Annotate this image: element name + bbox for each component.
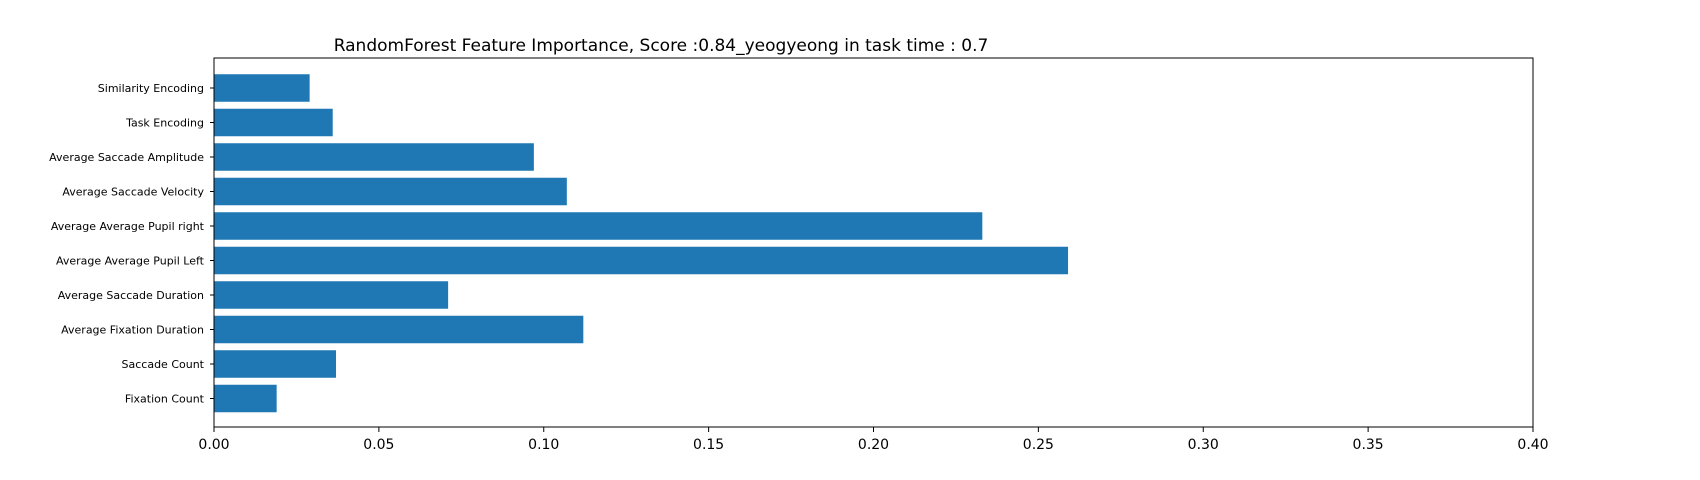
bar-average-saccade-amplitude	[214, 143, 534, 171]
bar-fixation-count	[214, 384, 277, 413]
y-tick-label: Average Saccade Velocity	[62, 186, 204, 199]
bar-task-encoding	[214, 108, 333, 137]
y-tick-label: Average Average Pupil Left	[56, 255, 205, 268]
bar-average-fixation-duration	[214, 315, 584, 344]
bar-average-average-pupil-right	[214, 212, 983, 240]
x-tick-label: 0.10	[528, 437, 559, 453]
plot-frame	[213, 57, 1534, 428]
bar-average-average-pupil-left	[214, 246, 1069, 275]
y-tick-label: Average Average Pupil right	[51, 220, 205, 233]
bar-saccade-count	[214, 350, 337, 378]
x-tick-label: 0.20	[858, 437, 889, 453]
x-tick-label: 0.40	[1517, 437, 1548, 453]
y-tick-label: Average Saccade Duration	[58, 289, 204, 302]
x-tick-label: 0.30	[1188, 437, 1219, 453]
x-tick-label: 0.35	[1353, 437, 1384, 453]
y-tick-label: Task Encoding	[125, 117, 204, 130]
bars-layer	[214, 74, 1069, 413]
y-tick-label: Saccade Count	[122, 358, 205, 371]
y-axis-ticks: Fixation Count Saccade Count Average Fixat…	[49, 82, 214, 406]
y-tick-label: Fixation Count	[125, 393, 205, 406]
chart-title: RandomForest Feature Importance, Score :…	[334, 36, 989, 56]
x-axis-ticks: 0.00 0.05 0.10 0.15 0.20 0.25 0.30 0.35 0.40	[198, 427, 1549, 453]
y-tick-label: Average Fixation Duration	[61, 324, 204, 337]
y-tick-label: Average Saccade Amplitude	[49, 151, 204, 164]
x-tick-label: 0.00	[198, 437, 229, 453]
x-tick-label: 0.15	[693, 437, 724, 453]
bar-similarity-encoding	[214, 74, 310, 102]
bar-average-saccade-duration	[214, 281, 449, 309]
x-tick-label: 0.25	[1023, 437, 1054, 453]
x-tick-label: 0.05	[363, 437, 394, 453]
bar-average-saccade-velocity	[214, 177, 567, 206]
y-tick-label: Similarity Encoding	[98, 82, 204, 95]
